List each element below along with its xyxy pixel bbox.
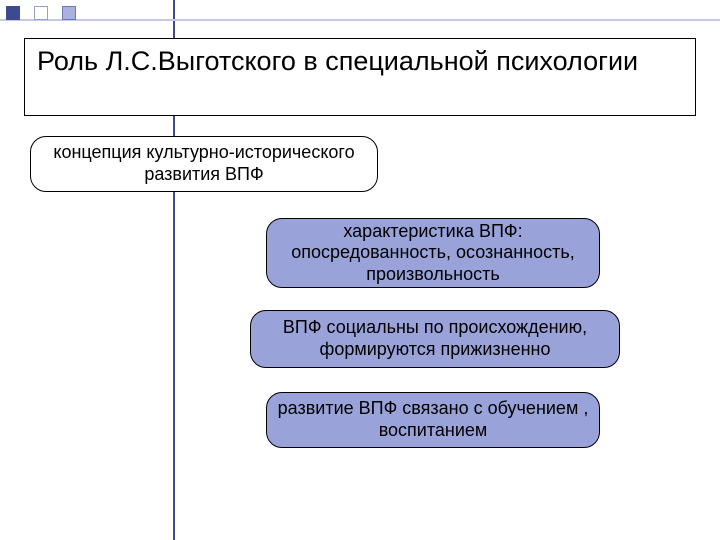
concept-box-label: развитие ВПФ связано с обучением , воспи…: [277, 398, 589, 441]
concept-box-label: характеристика ВПФ: опосредованность, ос…: [277, 221, 589, 286]
square-icon: [62, 6, 76, 20]
horizontal-line: [0, 19, 720, 21]
concept-box-3: развитие ВПФ связано с обучением , воспи…: [266, 392, 600, 448]
page-title: Роль Л.С.Выготского в специальной психол…: [37, 45, 638, 77]
square-icon: [34, 6, 48, 20]
concept-box-label: ВПФ социальны по происхождению, формирую…: [261, 317, 609, 360]
corner-squares: [6, 6, 76, 20]
concept-box-0: концепция культурно-исторического развит…: [30, 136, 378, 192]
square-icon: [6, 6, 20, 20]
concept-box-1: характеристика ВПФ: опосредованность, ос…: [266, 218, 600, 288]
title-box: Роль Л.С.Выготского в специальной психол…: [24, 38, 696, 116]
concept-box-label: концепция культурно-исторического развит…: [41, 142, 367, 185]
concept-box-2: ВПФ социальны по происхождению, формирую…: [250, 310, 620, 368]
